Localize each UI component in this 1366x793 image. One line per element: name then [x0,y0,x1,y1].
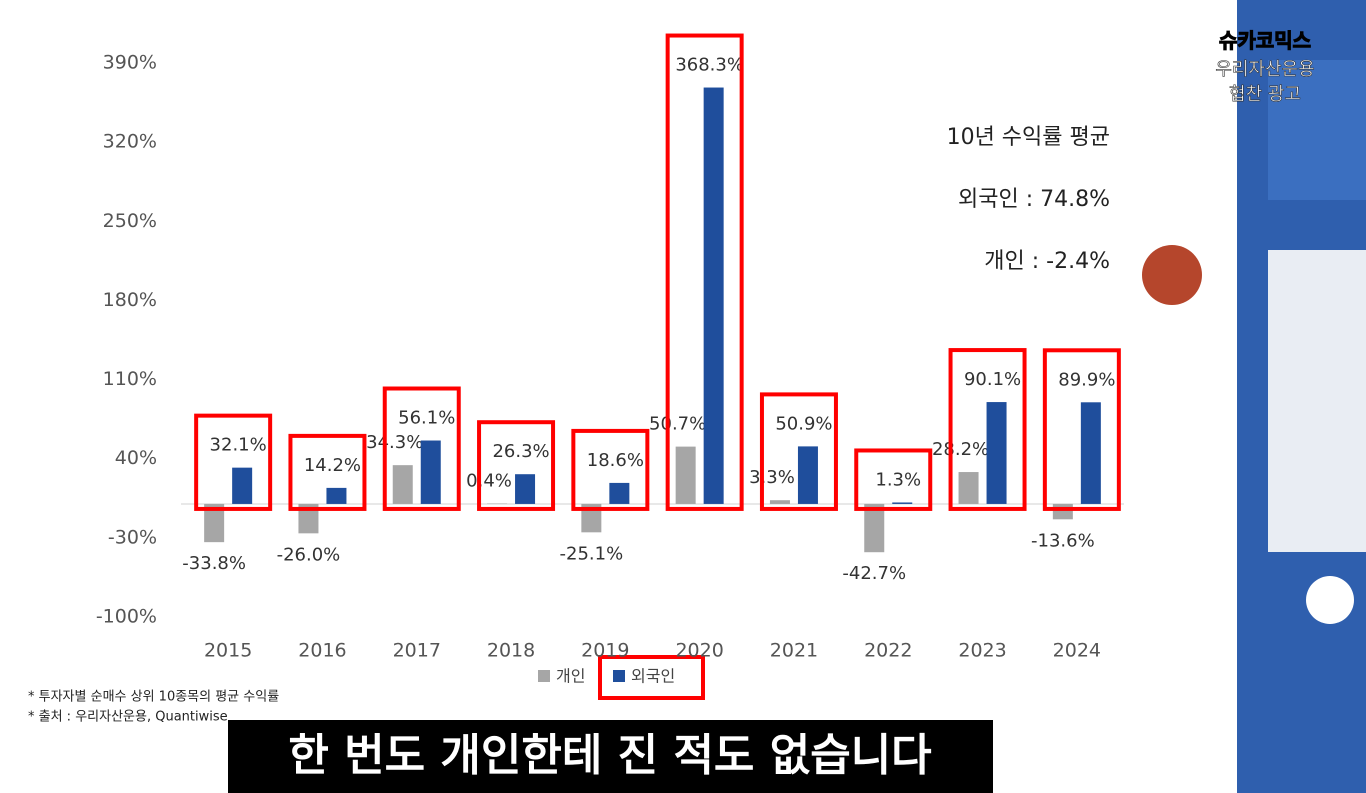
annotation: 10년 수익률 평균 [947,125,1110,150]
video-screen [1268,60,1366,200]
highlight-box [665,33,744,511]
value-label: 28.2% [932,439,989,460]
value-label: 89.9% [1058,369,1115,390]
bar [1052,503,1073,520]
bar [986,402,1007,504]
y-tick-label: -100% [96,606,157,628]
value-label: 0.4% [466,470,512,491]
sponsor: 우리자산운용 [1215,59,1314,80]
bar [232,467,253,504]
video-inset [1268,250,1366,552]
bar [420,440,441,504]
value-label: 50.7% [649,414,706,435]
value-label: 14.2% [304,455,361,476]
highlight-box [382,386,461,511]
value-label: 18.6% [587,450,644,471]
caption-box [228,720,993,793]
value-label: 368.3% [675,55,744,76]
bar [958,472,979,504]
highlight-box [948,348,1027,511]
ad-label: 협찬 광고 [1229,84,1301,105]
x-tick-label: 2016 [298,640,346,662]
y-tick-label: 390% [103,52,157,74]
bar [298,503,319,534]
bar [1080,402,1101,504]
value-label: 1.3% [875,469,921,490]
bar [515,474,536,504]
y-tick-label: -30% [108,526,157,548]
bar [675,446,696,504]
x-tick-label: 2023 [958,640,1006,662]
caption: 한 번도 개인한테 진 적도 없습니다 [288,730,931,781]
value-label: 90.1% [964,369,1021,390]
bar [769,500,790,504]
bar [326,487,347,504]
x-tick-label: 2019 [581,640,629,662]
value-label: 26.3% [492,441,549,462]
y-tick-label: 320% [103,131,157,153]
value-label: -33.8% [182,553,246,574]
highlight-box [477,420,556,511]
footnote: * 투자자별 순매수 상위 10종목의 평균 수익률 [28,690,279,705]
value-label: 3.3% [749,467,795,488]
value-label: -13.6% [1031,530,1095,551]
highlight-box [1042,348,1121,511]
y-tick-label: 40% [115,447,157,469]
x-tick-label: 2015 [204,640,252,662]
footnote: * 출처 : 우리자산운용, Quantiwise [28,710,228,725]
bar [703,87,724,504]
annotation: 외국인 : 74.8% [958,187,1110,212]
logo-circle [1306,576,1354,624]
bar [797,446,818,504]
value-label: 50.9% [775,413,832,434]
legend-swatch [538,670,550,682]
brand: 슈카코믹스 [1219,29,1311,53]
bar [392,465,413,504]
highlight-box [598,655,705,700]
legend-label: 외국인 [631,667,675,686]
legend-label: 개인 [556,667,585,686]
highlight-box [194,413,273,511]
highlight-box [854,448,933,511]
bar [864,503,885,553]
highlight-box [288,433,367,511]
y-tick-label: 110% [103,368,157,390]
bar [581,503,602,533]
value-label: -42.7% [842,563,906,584]
ant-icon [1142,245,1202,305]
x-tick-label: 2022 [864,640,912,662]
highlight-box [759,392,838,511]
bar [609,482,630,504]
bar [204,503,225,543]
value-label: -26.0% [277,544,341,565]
value-label: 34.3% [366,432,423,453]
annotation: 개인 : -2.4% [984,249,1110,274]
bar [892,502,913,504]
value-label: 32.1% [210,435,267,456]
y-tick-label: 180% [103,289,157,311]
x-tick-label: 2020 [675,640,723,662]
x-tick-label: 2021 [770,640,818,662]
x-tick-label: 2017 [393,640,441,662]
legend-swatch [613,670,625,682]
value-label: 56.1% [398,408,455,429]
x-tick-label: 2018 [487,640,535,662]
value-label: -25.1% [560,543,624,564]
x-tick-label: 2024 [1053,640,1101,662]
highlight-box [571,428,650,511]
y-tick-label: 250% [103,210,157,232]
